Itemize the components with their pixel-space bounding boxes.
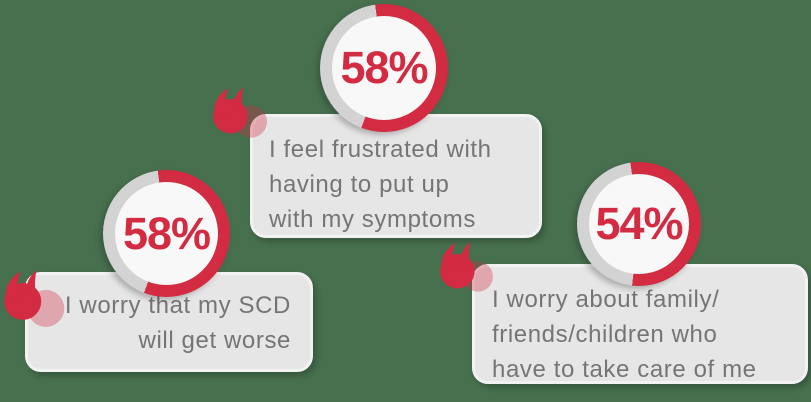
quote-card: I feel frustrated with having to put up … bbox=[250, 114, 542, 238]
percent-value: 58% bbox=[122, 207, 211, 259]
quote-line: I worry that my SCD bbox=[64, 292, 291, 319]
quote-line: friends/children who bbox=[492, 321, 718, 348]
quote-ghost-circle bbox=[27, 289, 65, 327]
quote-ghost-circle bbox=[234, 105, 267, 138]
percent-value: 58% bbox=[340, 42, 428, 93]
quote-ghost-circle bbox=[462, 261, 493, 292]
donut-chart: 58% bbox=[103, 170, 230, 297]
quote-line: having to put up bbox=[269, 171, 450, 198]
quote-card: I worry about family/ friends/children w… bbox=[472, 264, 808, 384]
donut-chart: 58% bbox=[320, 4, 448, 132]
donut-chart: 54% bbox=[577, 162, 701, 286]
quote-icon bbox=[440, 242, 493, 292]
quote-line: have to take care of me bbox=[492, 356, 757, 383]
donut-center: 58% bbox=[332, 16, 436, 120]
quote-line: with my symptoms bbox=[269, 206, 476, 233]
quote-icon bbox=[4, 270, 65, 327]
quote-line: I feel frustrated with bbox=[269, 136, 492, 163]
donut-center: 58% bbox=[115, 182, 218, 285]
percent-value: 54% bbox=[595, 198, 683, 249]
donut-center: 54% bbox=[589, 174, 689, 274]
quote-line: will get worse bbox=[138, 327, 291, 354]
quote-icon bbox=[213, 87, 267, 138]
quote-card: I worry that my SCD will get worse bbox=[25, 272, 313, 372]
quote-line: I worry about family/ bbox=[492, 286, 720, 313]
